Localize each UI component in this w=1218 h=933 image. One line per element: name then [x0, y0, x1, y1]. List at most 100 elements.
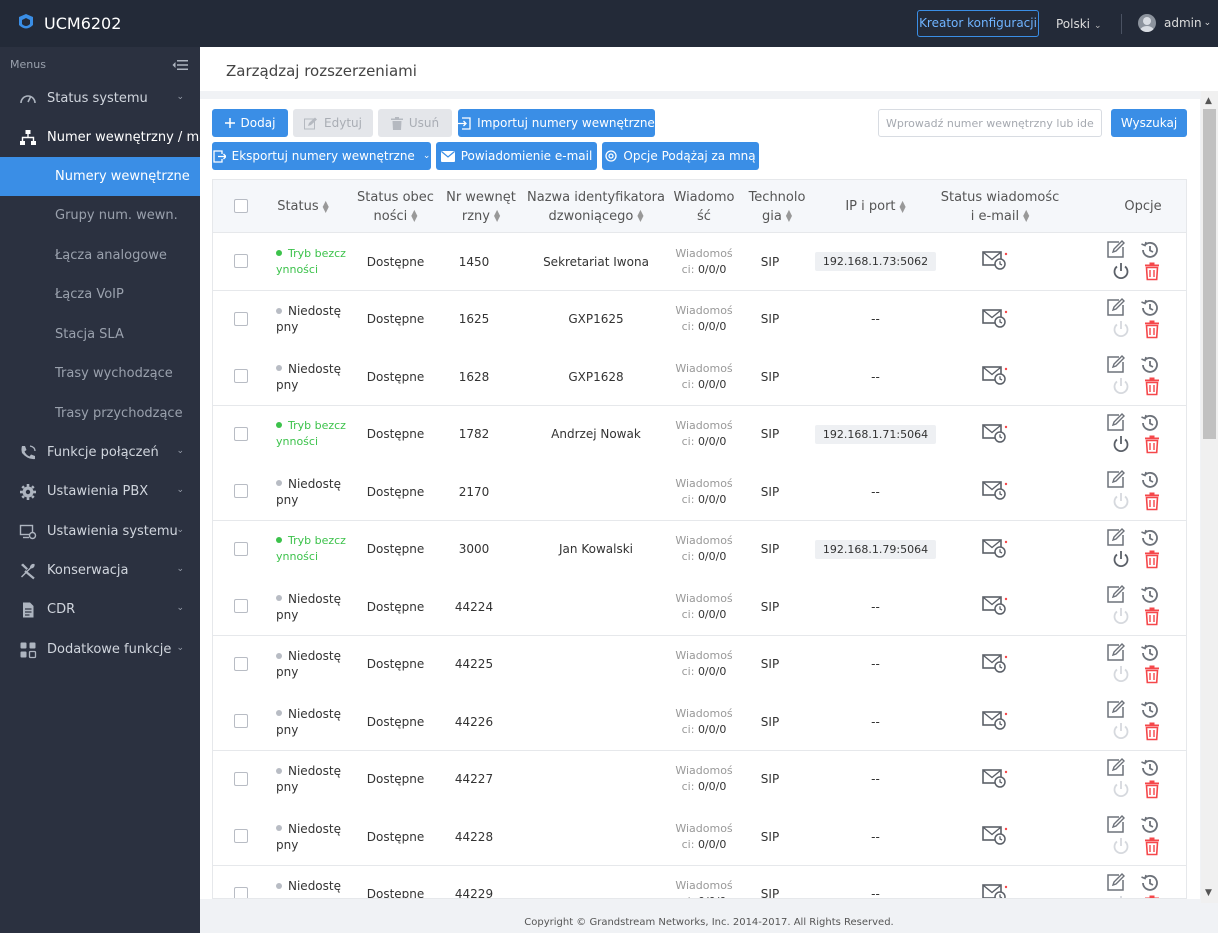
row-checkbox[interactable]	[234, 426, 248, 441]
add-button[interactable]: Dodaj	[212, 109, 288, 137]
delete-icon[interactable]	[1142, 261, 1162, 281]
extension-number-value: 44225	[454, 657, 494, 671]
history-icon[interactable]	[1140, 528, 1160, 548]
edit-icon[interactable]	[1106, 642, 1126, 662]
delete-icon[interactable]	[1142, 664, 1162, 684]
voicemail-value: 0/0/0	[697, 780, 727, 793]
search-input[interactable]	[878, 109, 1102, 137]
edit-icon[interactable]	[1106, 527, 1126, 547]
row-checkbox[interactable]	[234, 311, 248, 326]
history-icon[interactable]	[1140, 470, 1160, 490]
col-header-extension-number[interactable]: Nr wewnęt rzny ▲ ▼	[441, 180, 521, 233]
edit-icon[interactable]	[1106, 699, 1126, 719]
row-checkbox[interactable]	[234, 484, 248, 498]
delete-icon[interactable]	[1142, 319, 1162, 339]
search-button[interactable]: Wyszukaj	[1111, 109, 1187, 137]
row-checkbox[interactable]	[234, 599, 248, 613]
history-icon[interactable]	[1140, 413, 1160, 433]
reboot-icon[interactable]	[1111, 549, 1131, 569]
sidebar-subitem-inbound-routes[interactable]: Trasy przychodzące	[55, 406, 183, 421]
history-icon[interactable]	[1140, 355, 1160, 375]
scroll-down-arrow-icon[interactable]: ▼	[1205, 888, 1212, 898]
voicemail-label: ci:	[682, 895, 695, 898]
edit-icon[interactable]	[1106, 412, 1126, 432]
reboot-icon[interactable]	[1111, 434, 1131, 454]
edit-icon[interactable]	[1106, 239, 1126, 259]
sidebar-item-system-status[interactable]: Status systemu ⌄	[0, 79, 200, 118]
import-extensions-button[interactable]: Importuj numery wewnętrzne	[458, 109, 655, 137]
history-icon[interactable]	[1140, 815, 1160, 835]
delete-icon[interactable]	[1142, 549, 1162, 569]
edit-icon[interactable]	[1106, 757, 1126, 777]
sidebar-subitem-analog-trunks[interactable]: Łącza analogowe	[55, 248, 167, 263]
table-row: Tryb bezcz ynności Dostępne 1450 Sekretariat…	[213, 233, 1186, 291]
row-checkbox[interactable]	[234, 541, 248, 556]
delete-icon[interactable]	[1142, 434, 1162, 454]
sidebar-item-extra-features[interactable]: Dodatkowe funkcje ⌄	[0, 630, 200, 669]
language-select[interactable]: Polski ⌄	[1056, 17, 1102, 31]
sidebar-subitem-extensions[interactable]: Numery wewnętrzne	[0, 157, 200, 196]
brand[interactable]: UCM6202	[16, 13, 121, 33]
sidebar-item-extension-trunk[interactable]: Numer wewnętrzny / magistrala	[0, 118, 200, 157]
delete-icon[interactable]	[1142, 491, 1162, 511]
delete-icon[interactable]	[1142, 894, 1162, 898]
delete-button[interactable]: Usuń	[378, 109, 452, 137]
table-row: Niedostę pny Dostępne 44228 Wiadomoś ci: 0/0/…	[213, 808, 1186, 866]
status-label: ynności	[276, 550, 319, 563]
col-header-technology[interactable]: Technolo gia ▲ ▼	[742, 180, 812, 233]
col-header-presence[interactable]: Status obec ności ▲ ▼	[353, 180, 438, 233]
row-checkbox[interactable]	[234, 829, 248, 843]
edit-icon[interactable]	[1106, 584, 1126, 604]
edit-icon[interactable]	[1106, 469, 1126, 489]
edit-button[interactable]: Edytuj	[293, 109, 373, 137]
col-header-status[interactable]: Status ▲ ▼	[268, 180, 338, 233]
edit-icon[interactable]	[1106, 872, 1126, 892]
row-checkbox[interactable]	[234, 714, 248, 728]
scroll-up-arrow-icon[interactable]: ▲	[1205, 96, 1212, 106]
sidebar-subitem-sla-station[interactable]: Stacja SLA	[55, 327, 124, 342]
page-scrollbar[interactable]: ▲ ▼	[1201, 91, 1218, 903]
sidebar-subitem-voip-trunks[interactable]: Łącza VoIP	[55, 287, 124, 302]
delete-icon[interactable]	[1142, 721, 1162, 741]
col-header-caller-id-name[interactable]: Nazwa identyfikatora dzwoniącego ▲ ▼	[526, 180, 666, 233]
row-checkbox[interactable]	[234, 771, 248, 786]
row-checkbox[interactable]	[234, 886, 248, 898]
status-label: ynności	[276, 435, 319, 448]
reboot-icon[interactable]	[1111, 261, 1131, 281]
history-icon[interactable]	[1140, 298, 1160, 318]
row-checkbox[interactable]	[234, 254, 248, 268]
setup-wizard-button[interactable]: Kreator konfiguracji	[917, 10, 1039, 37]
delete-icon[interactable]	[1142, 836, 1162, 856]
history-icon[interactable]	[1140, 585, 1160, 605]
sidebar-subitem-outbound-routes[interactable]: Trasy wychodzące	[55, 366, 173, 381]
history-icon[interactable]	[1140, 643, 1160, 663]
collapse-menu-icon[interactable]	[172, 59, 188, 71]
col-header-email-status[interactable]: Status wiadomośc i e-mail ▲ ▼	[940, 180, 1060, 233]
sidebar-subitem-extension-groups[interactable]: Grupy num. wewn.	[55, 208, 178, 223]
sidebar-item-maintenance[interactable]: Konserwacja ⌄	[0, 551, 200, 590]
edit-icon[interactable]	[1106, 354, 1126, 374]
history-icon[interactable]	[1140, 700, 1160, 720]
edit-icon[interactable]	[1106, 814, 1126, 834]
scroll-thumb[interactable]	[1203, 109, 1216, 439]
history-icon[interactable]	[1140, 758, 1160, 778]
history-icon[interactable]	[1140, 873, 1160, 893]
select-all-checkbox[interactable]	[234, 199, 248, 213]
delete-icon[interactable]	[1142, 376, 1162, 396]
row-checkbox[interactable]	[234, 656, 248, 671]
sidebar-item-call-features[interactable]: Funkcje połączeń ⌄	[0, 433, 200, 472]
sidebar-item-pbx-settings[interactable]: Ustawienia PBX ⌄	[0, 472, 200, 511]
email-notification-button[interactable]: Powiadomienie e-mail	[436, 142, 597, 170]
col-header-ip-port[interactable]: IP i port ▲ ▼	[813, 180, 938, 233]
delete-icon[interactable]	[1142, 779, 1162, 799]
page-title: Zarządzaj rozszerzeniami	[226, 62, 417, 80]
export-extensions-button[interactable]: Eksportuj numery wewnętrzne ⌄	[212, 142, 431, 170]
user-menu[interactable]: admin ⌄	[1138, 14, 1211, 32]
row-checkbox[interactable]	[234, 369, 248, 383]
follow-me-options-button[interactable]: Opcje Podążaj za mną	[602, 142, 759, 170]
sidebar-item-cdr[interactable]: CDR ⌄	[0, 590, 200, 629]
delete-icon[interactable]	[1142, 606, 1162, 626]
history-icon[interactable]	[1140, 240, 1160, 260]
sidebar-item-system-settings[interactable]: Ustawienia systemu ⌄	[0, 512, 200, 551]
edit-icon[interactable]	[1106, 297, 1126, 317]
